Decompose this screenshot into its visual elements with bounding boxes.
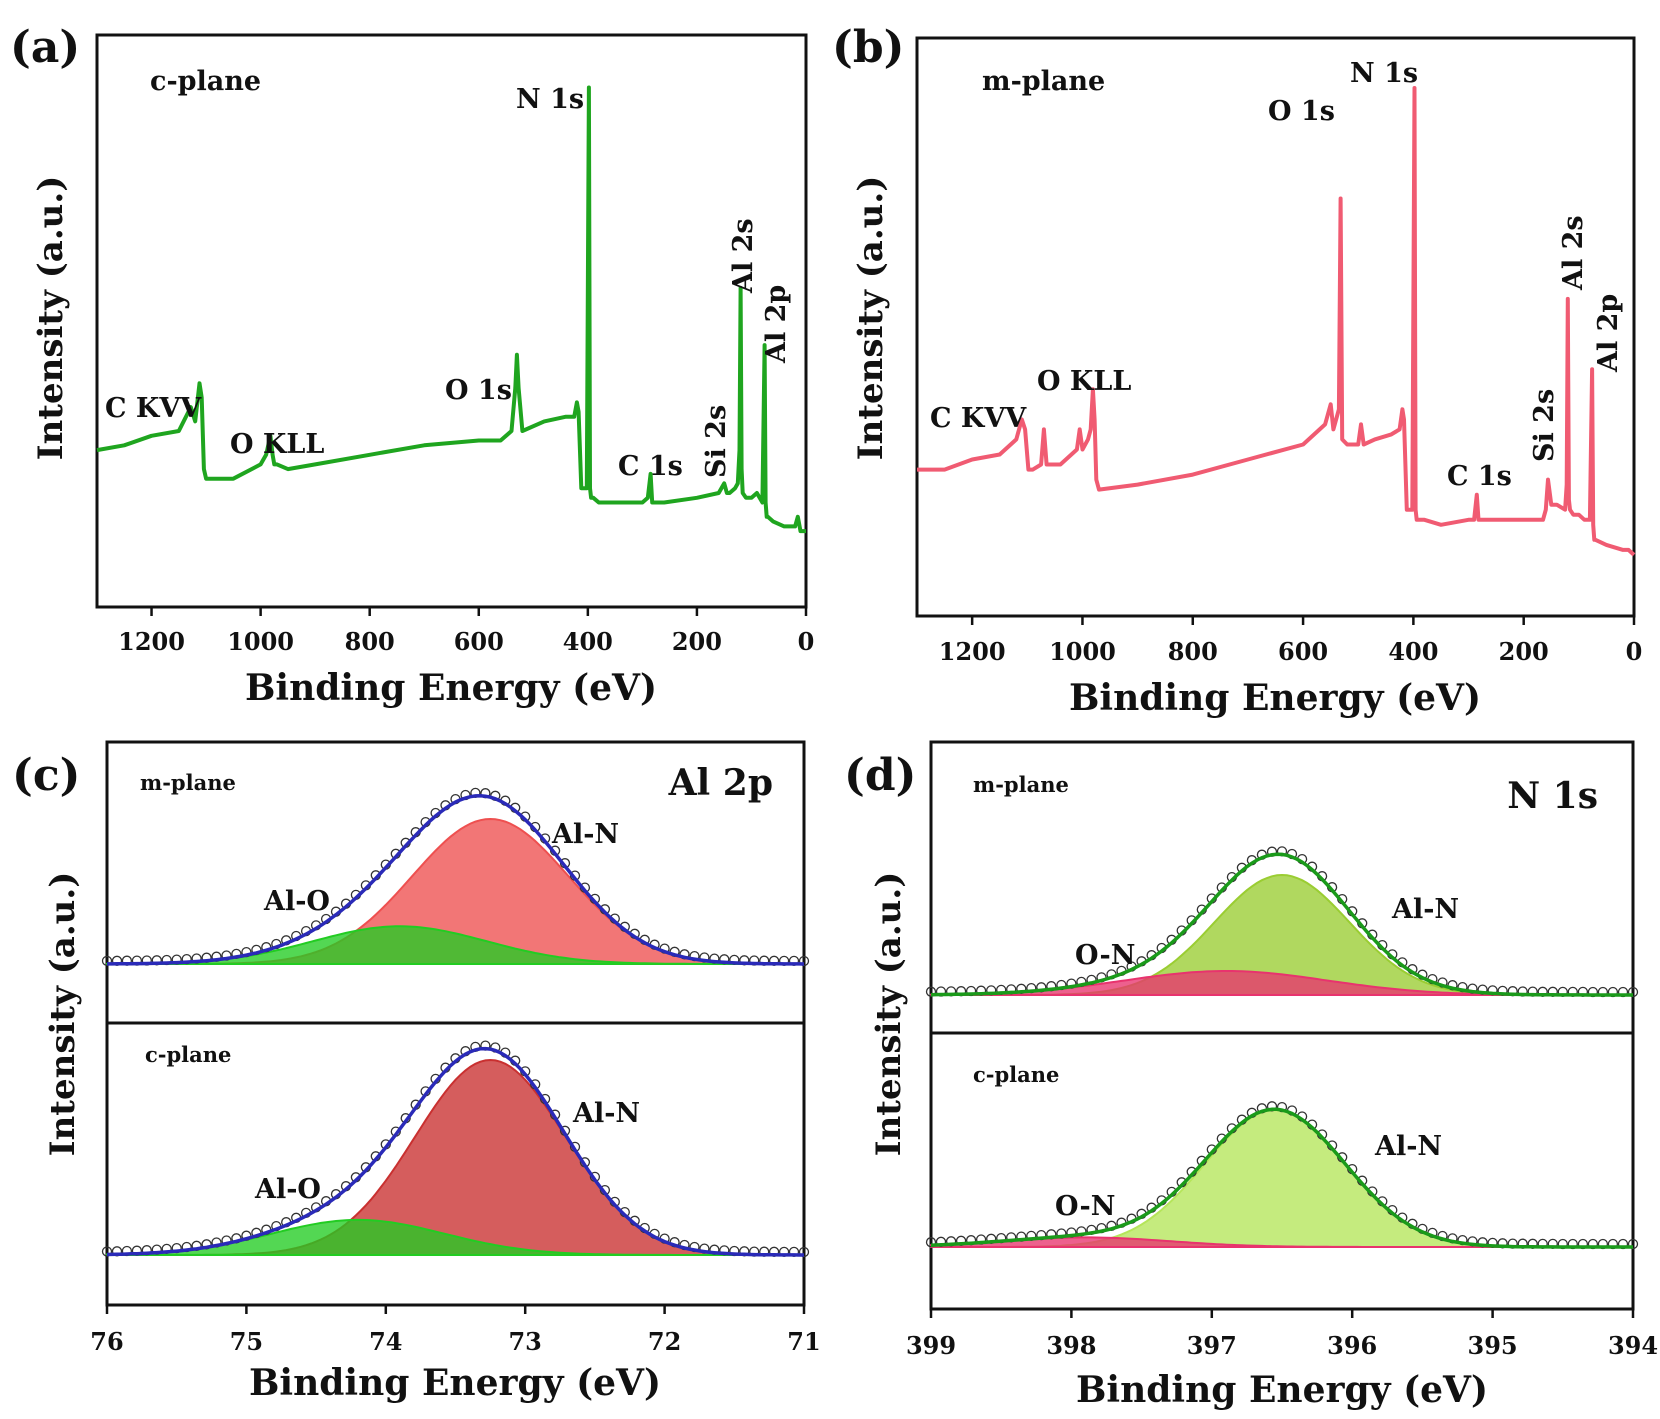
- panel-c: (c) Al 2p m-plane c-plane Al-N Al-O Al-N…: [12, 740, 821, 1404]
- panel-label-c: (c): [12, 750, 80, 801]
- panel-b-peak-c1s: C 1s: [1447, 461, 1512, 492]
- panel-c-y-axis-label: Intensity (a.u.): [43, 872, 83, 1157]
- panel-a-x-tick-label: 800: [345, 627, 395, 656]
- panel-b-peak-si2s: Si 2s: [1529, 389, 1560, 462]
- panel-d-top-data-point: [925, 986, 937, 997]
- panel-d-x-tick-label: 394: [1608, 1331, 1658, 1360]
- panel-c-top-al-n-label: Al-N: [551, 819, 619, 850]
- panel-d-top-envelope-line: [930, 852, 1633, 997]
- panel-d-bottom-sample-label: c-plane: [973, 1062, 1059, 1087]
- panel-b-x-tick-label: 1200: [939, 637, 1006, 666]
- panel-c-bottom-data-point: [101, 1246, 113, 1257]
- panel-d-top-al-n-label: Al-N: [1391, 894, 1459, 925]
- panel-c-top-envelope-line: [107, 794, 805, 966]
- panel-a-y-axis-label: Intensity (a.u.): [31, 176, 71, 461]
- panel-b-y-axis-label: Intensity (a.u.): [851, 176, 891, 461]
- panel-b-series-line: [917, 86, 1636, 557]
- panel-d-bottom-component-fill: [931, 1109, 1633, 1248]
- panel-a: (a) c-plane 1200 1000 800 600 400 200 0 Bindin…: [10, 22, 814, 709]
- panel-b: (b) m-plane 1200 1000 800 600 400 200 0 Bindin…: [832, 22, 1642, 719]
- panel-b-peak-c-kvv: C KVV: [930, 403, 1027, 434]
- panel-c-x-tick-label: 72: [648, 1327, 681, 1356]
- panel-b-peak-o-kll: O KLL: [1037, 366, 1131, 397]
- panel-c-top-data-point: [798, 955, 810, 967]
- panel-d-x-tick-label: 399: [906, 1331, 956, 1360]
- panel-a-series-line: [96, 85, 806, 534]
- panel-a-x-ticks: 1200 1000 800 600 400 200 0: [118, 607, 814, 656]
- panel-b-peak-al2p: Al 2p: [1593, 294, 1624, 373]
- panel-a-x-tick-label: 400: [563, 627, 613, 656]
- panel-a-peak-al2s: Al 2s: [728, 218, 759, 294]
- panel-c-bottom-component-fill: [107, 1058, 804, 1256]
- panel-b-x-tick-label: 400: [1388, 637, 1438, 666]
- panel-b-peak-al2s: Al 2s: [1558, 215, 1589, 291]
- panel-d-x-tick-label: 397: [1187, 1331, 1237, 1360]
- panel-d-fills: [925, 846, 1639, 1250]
- panel-b-sample-label: m-plane: [982, 66, 1105, 97]
- panel-d-region-label: N 1s: [1507, 775, 1598, 817]
- panel-d-bottom-envelope-line: [930, 1107, 1633, 1249]
- panel-d-top-sample-label: m-plane: [973, 772, 1069, 797]
- panel-label-a: (a): [10, 22, 80, 73]
- panel-d-bottom-al-n-label: Al-N: [1374, 1131, 1442, 1162]
- panel-c-bottom-al-n-label: Al-N: [572, 1098, 640, 1129]
- panel-c-bottom-al-o-label: Al-O: [254, 1174, 321, 1205]
- panel-c-x-tick-label: 75: [230, 1327, 263, 1356]
- panel-c-region-label: Al 2p: [668, 762, 773, 804]
- panel-b-x-tick-label: 1000: [1049, 637, 1116, 666]
- panel-a-x-tick-label: 0: [798, 627, 815, 656]
- panel-b-x-tick-label: 0: [1626, 637, 1643, 666]
- panel-d-x-tick-label: 396: [1327, 1331, 1377, 1360]
- panel-b-peak-n1s: N 1s: [1350, 58, 1418, 89]
- panel-a-x-axis-label: Binding Energy (eV): [245, 667, 657, 709]
- panel-b-x-tick-label: 200: [1499, 637, 1549, 666]
- panel-a-peak-al2p: Al 2p: [761, 285, 792, 364]
- panel-c-x-ticks: 76 75 74 73 72 71: [90, 1305, 821, 1356]
- panel-d-bottom-o-n-label: O-N: [1055, 1191, 1115, 1222]
- panel-c-bottom-sample-label: c-plane: [145, 1042, 231, 1067]
- panel-c-x-axis-label: Binding Energy (eV): [249, 1362, 661, 1404]
- panel-d-x-ticks: 399 398 397 396 395 394: [906, 1309, 1658, 1360]
- panel-c-top-al-o-label: Al-O: [263, 886, 330, 917]
- panel-label-d: (d): [844, 750, 916, 801]
- panel-d-y-axis-label: Intensity (a.u.): [869, 872, 909, 1157]
- panel-b-peak-o1s: O 1s: [1268, 96, 1335, 127]
- panel-label-b: (b): [832, 22, 904, 73]
- panel-d-frame: [929, 740, 1635, 1311]
- panel-a-frame: [95, 33, 808, 609]
- panel-a-peak-o-kll: O KLL: [230, 429, 324, 460]
- panel-a-sample-label: c-plane: [150, 66, 261, 97]
- panel-d: (d) N 1s m-plane c-plane Al-N O-N Al-N O…: [844, 740, 1658, 1411]
- panel-d-x-axis-label: Binding Energy (eV): [1076, 1369, 1488, 1411]
- panel-a-x-tick-label: 1200: [118, 627, 185, 656]
- panel-a-peak-c1s: C 1s: [618, 451, 683, 482]
- panel-d-bottom-data-point: [925, 1237, 937, 1248]
- panel-a-peak-c-kvv: C KVV: [105, 393, 202, 424]
- panel-a-peak-o1s: O 1s: [445, 375, 512, 406]
- panel-b-x-tick-label: 600: [1278, 637, 1328, 666]
- panel-b-frame: [915, 36, 1636, 618]
- panel-c-x-tick-label: 73: [508, 1327, 541, 1356]
- panel-c-x-tick-label: 71: [787, 1327, 820, 1356]
- panel-a-peak-si2s: Si 2s: [701, 405, 732, 478]
- panel-c-fills: [101, 787, 810, 1258]
- panel-b-x-axis-label: Binding Energy (eV): [1069, 677, 1481, 719]
- panel-a-x-tick-label: 1000: [227, 627, 294, 656]
- panel-c-bottom-envelope-line: [106, 1046, 804, 1257]
- panel-d-x-tick-label: 398: [1046, 1331, 1096, 1360]
- panel-a-peak-n1s: N 1s: [516, 84, 584, 115]
- panel-d-x-tick-label: 395: [1468, 1331, 1518, 1360]
- panel-a-x-tick-label: 600: [454, 627, 504, 656]
- panel-a-x-tick-label: 200: [672, 627, 722, 656]
- panel-b-x-ticks: 1200 1000 800 600 400 200 0: [939, 616, 1643, 666]
- panel-d-top-o-n-label: O-N: [1075, 940, 1135, 971]
- panel-c-x-tick-label: 74: [369, 1327, 402, 1356]
- panel-c-x-tick-label: 76: [90, 1327, 123, 1356]
- panel-b-x-tick-label: 800: [1168, 637, 1218, 666]
- panel-c-top-sample-label: m-plane: [140, 770, 236, 795]
